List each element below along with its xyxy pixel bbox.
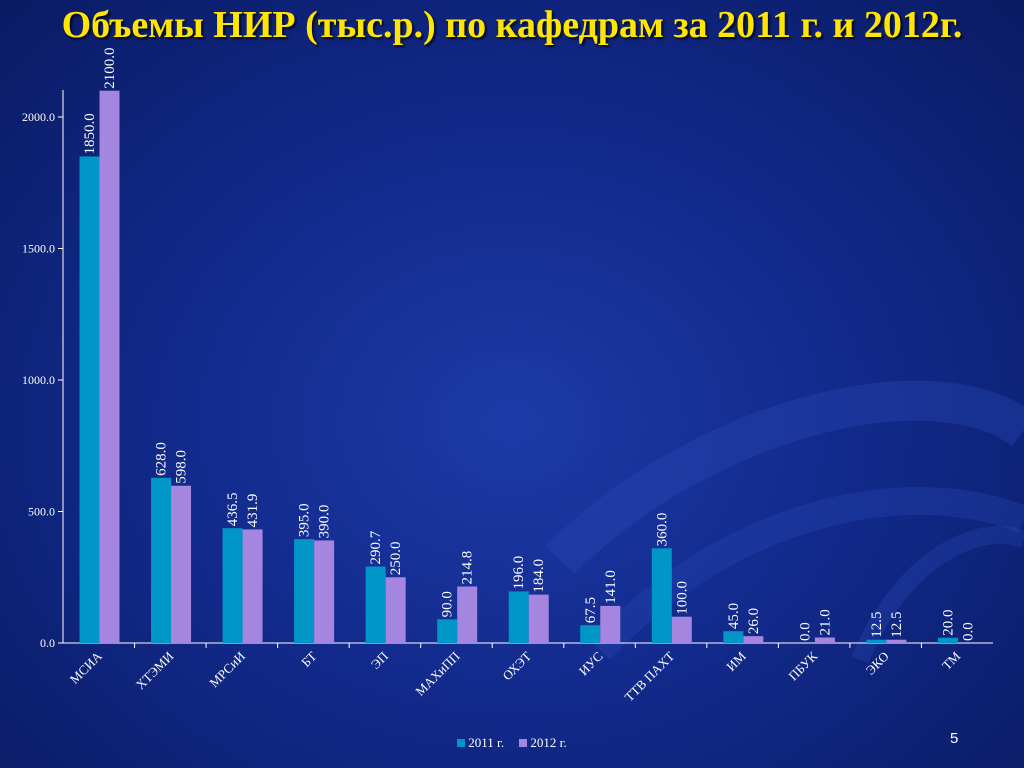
bar-2012 — [171, 485, 192, 643]
category-label: МРСиИ — [206, 649, 248, 691]
category-label: ИУС — [576, 649, 606, 679]
category-label: МСИА — [67, 648, 106, 687]
bar-2012 — [385, 577, 406, 643]
data-label: 26.0 — [746, 608, 762, 634]
y-tick-label: 500.0 — [28, 505, 55, 519]
y-tick-label: 2000.0 — [22, 110, 55, 124]
bar-2011 — [508, 591, 529, 643]
bar-2011 — [580, 625, 601, 643]
bar-2011 — [937, 637, 958, 643]
bar-2012 — [314, 540, 335, 643]
page-number: 5 — [950, 730, 959, 747]
bar-2011 — [437, 619, 458, 643]
bar-2012 — [886, 639, 907, 643]
bar-2012 — [743, 636, 764, 643]
bar-2012 — [814, 637, 835, 643]
data-label: 290.7 — [368, 530, 384, 564]
bar-2012 — [99, 90, 120, 643]
bar-2011 — [294, 539, 315, 643]
data-label: 21.0 — [817, 609, 833, 635]
data-label: 90.0 — [440, 591, 456, 617]
data-label: 0.0 — [960, 622, 976, 641]
bar-2011 — [723, 631, 744, 643]
legend-label-2012: 2012 г. — [530, 735, 567, 750]
bar-2011 — [651, 548, 672, 643]
data-label: 431.9 — [245, 494, 261, 528]
legend-item-2011: 2011 г. — [457, 735, 504, 751]
data-label: 45.0 — [726, 603, 742, 629]
data-label: 2100.0 — [102, 47, 118, 88]
data-label: 12.5 — [869, 611, 885, 637]
bar-2011 — [79, 156, 100, 643]
data-label: 1850.0 — [82, 113, 98, 154]
category-label: ЭП — [368, 649, 391, 672]
legend-item-2012: 2012 г. — [519, 735, 567, 751]
data-label: 390.0 — [317, 505, 333, 539]
bar-2012 — [528, 594, 549, 643]
y-tick-label: 0.0 — [40, 636, 55, 650]
legend-swatch-2011 — [457, 739, 466, 747]
legend-label-2011: 2011 г. — [468, 735, 505, 750]
data-label: 250.0 — [388, 542, 404, 576]
data-label: 196.0 — [511, 556, 527, 590]
bar-2012 — [600, 605, 621, 643]
data-label: 436.5 — [225, 492, 241, 526]
data-label: 141.0 — [603, 570, 619, 604]
category-label: ХТЭМИ — [133, 649, 177, 693]
data-label: 360.0 — [654, 513, 670, 547]
category-label: ОХЭТ — [499, 648, 534, 683]
data-label: 628.0 — [154, 442, 170, 476]
legend-swatch-2012 — [519, 739, 528, 747]
bar-2011 — [151, 477, 172, 643]
bar-2012 — [242, 529, 263, 643]
bar-2012 — [671, 616, 692, 643]
category-label: ЭКО — [863, 649, 892, 678]
data-label: 598.0 — [174, 450, 190, 484]
data-label: 395.0 — [297, 503, 313, 537]
data-label: 20.0 — [940, 609, 956, 635]
data-label: 184.0 — [531, 559, 547, 593]
category-label: ПБУК — [785, 648, 820, 683]
category-label: ТМ — [939, 648, 964, 673]
data-label: 214.8 — [460, 551, 476, 585]
category-label: ТТВ ПАХТ — [621, 648, 677, 704]
bar-2012 — [457, 586, 478, 643]
data-label: 67.5 — [583, 597, 599, 623]
bar-2011 — [365, 566, 386, 643]
category-label: БТ — [298, 648, 319, 669]
slide-title: Объемы НИР (тыс.р.) по кафедрам за 2011 … — [61, 4, 963, 46]
data-label: 100.0 — [674, 581, 690, 615]
chart-legend: 2011 г. 2012 г. — [0, 735, 1024, 751]
category-label: ИМ — [723, 648, 749, 674]
y-tick-label: 1000.0 — [22, 373, 55, 387]
bar-2011 — [866, 639, 887, 643]
data-label: 0.0 — [797, 622, 813, 641]
y-tick-label: 1500.0 — [22, 242, 55, 256]
bar-2011 — [222, 528, 243, 643]
category-label: МАХиПП — [412, 649, 462, 699]
data-label: 12.5 — [889, 611, 905, 637]
